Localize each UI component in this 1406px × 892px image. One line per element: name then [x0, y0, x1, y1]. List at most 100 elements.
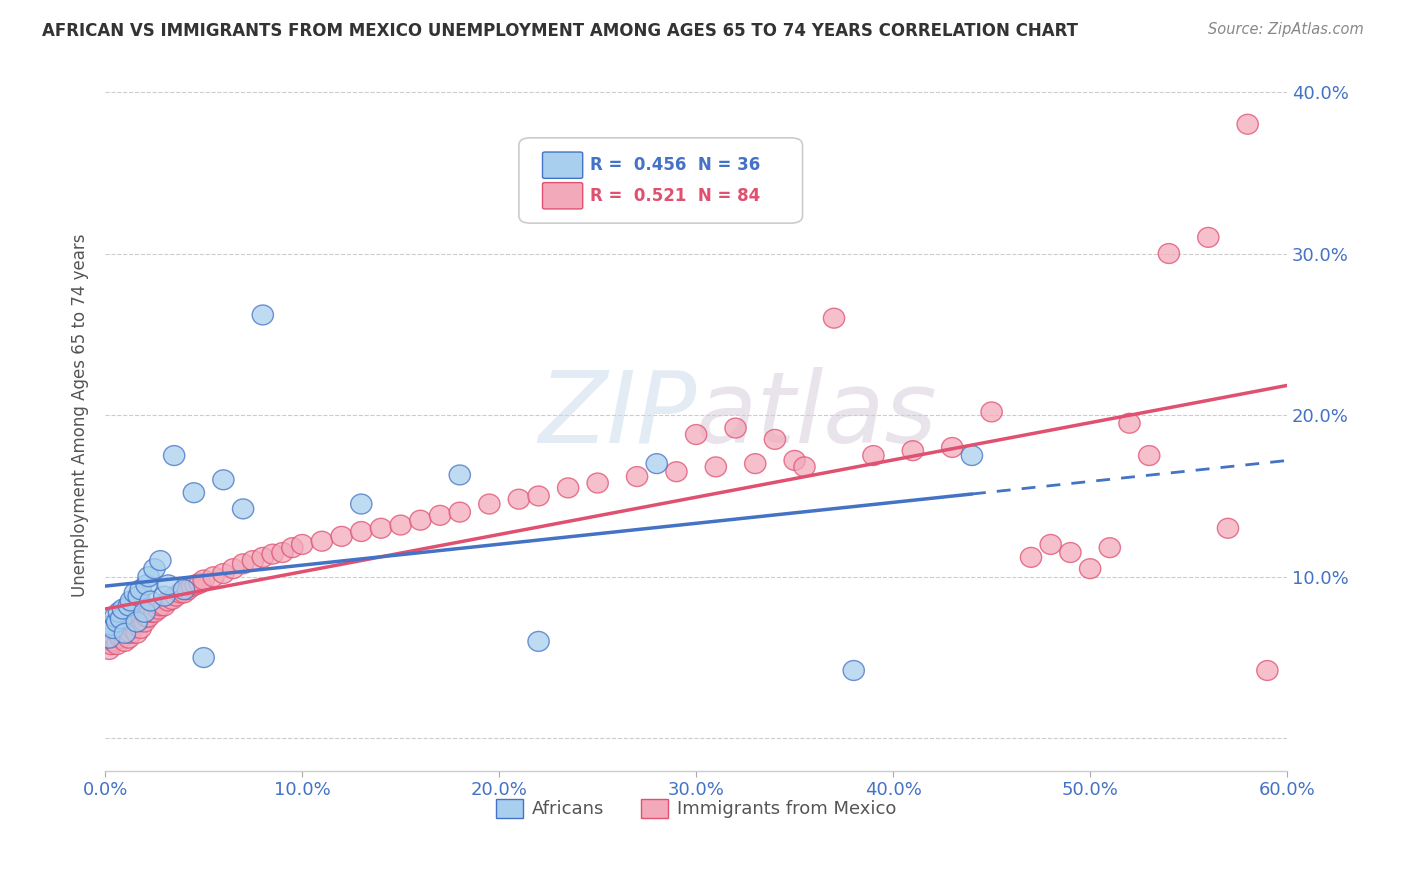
Ellipse shape — [1218, 518, 1239, 538]
Ellipse shape — [232, 554, 253, 574]
Ellipse shape — [1099, 538, 1121, 558]
Ellipse shape — [138, 566, 159, 587]
Ellipse shape — [1119, 413, 1140, 434]
Ellipse shape — [863, 446, 884, 466]
Legend: Africans, Immigrants from Mexico: Africans, Immigrants from Mexico — [489, 792, 904, 826]
Ellipse shape — [1257, 661, 1278, 681]
Ellipse shape — [153, 586, 174, 606]
Ellipse shape — [143, 602, 165, 623]
Ellipse shape — [527, 486, 550, 506]
Ellipse shape — [330, 526, 353, 546]
Ellipse shape — [588, 473, 609, 493]
FancyBboxPatch shape — [543, 152, 582, 178]
Ellipse shape — [725, 418, 747, 438]
Ellipse shape — [177, 580, 198, 599]
Ellipse shape — [157, 574, 179, 595]
Ellipse shape — [212, 564, 233, 583]
Ellipse shape — [350, 494, 373, 514]
Ellipse shape — [647, 454, 668, 474]
Y-axis label: Unemployment Among Ages 65 to 74 years: Unemployment Among Ages 65 to 74 years — [72, 234, 89, 597]
Ellipse shape — [117, 615, 138, 635]
Ellipse shape — [107, 612, 128, 632]
Text: Source: ZipAtlas.com: Source: ZipAtlas.com — [1208, 22, 1364, 37]
Ellipse shape — [170, 583, 191, 603]
Ellipse shape — [1040, 534, 1062, 555]
FancyBboxPatch shape — [519, 138, 803, 223]
Ellipse shape — [136, 607, 157, 627]
Ellipse shape — [508, 489, 530, 509]
Ellipse shape — [162, 590, 183, 609]
Ellipse shape — [844, 661, 865, 681]
Ellipse shape — [1139, 446, 1160, 466]
Ellipse shape — [252, 548, 273, 567]
Ellipse shape — [127, 612, 148, 632]
Ellipse shape — [311, 532, 333, 551]
Text: atlas: atlas — [696, 367, 938, 464]
Ellipse shape — [153, 596, 174, 615]
Ellipse shape — [118, 628, 139, 648]
Ellipse shape — [124, 615, 145, 635]
Ellipse shape — [785, 450, 806, 470]
Ellipse shape — [794, 457, 815, 477]
Ellipse shape — [98, 640, 120, 659]
Ellipse shape — [291, 534, 312, 555]
Ellipse shape — [281, 538, 302, 558]
Ellipse shape — [149, 550, 172, 571]
Ellipse shape — [262, 544, 283, 564]
Ellipse shape — [942, 437, 963, 458]
Ellipse shape — [100, 615, 122, 635]
Ellipse shape — [193, 570, 214, 590]
Ellipse shape — [107, 635, 128, 655]
Ellipse shape — [139, 602, 162, 623]
Ellipse shape — [202, 566, 224, 587]
Ellipse shape — [1021, 548, 1042, 567]
Ellipse shape — [1060, 542, 1081, 563]
Ellipse shape — [173, 580, 194, 599]
Ellipse shape — [120, 591, 142, 611]
Ellipse shape — [1198, 227, 1219, 247]
Ellipse shape — [122, 618, 143, 639]
Ellipse shape — [1237, 114, 1258, 134]
Ellipse shape — [148, 599, 169, 619]
Ellipse shape — [981, 402, 1002, 422]
Ellipse shape — [128, 612, 149, 632]
Ellipse shape — [962, 446, 983, 466]
Ellipse shape — [114, 624, 135, 643]
Ellipse shape — [108, 602, 129, 623]
Ellipse shape — [409, 510, 432, 530]
Ellipse shape — [186, 574, 207, 595]
Ellipse shape — [449, 502, 471, 522]
Ellipse shape — [103, 632, 124, 651]
Ellipse shape — [108, 624, 129, 643]
Ellipse shape — [104, 607, 125, 627]
Ellipse shape — [190, 574, 211, 593]
Ellipse shape — [114, 632, 135, 651]
Ellipse shape — [112, 618, 134, 639]
Ellipse shape — [134, 602, 155, 623]
Ellipse shape — [124, 583, 145, 603]
Ellipse shape — [765, 429, 786, 450]
Ellipse shape — [138, 607, 159, 627]
Ellipse shape — [1080, 558, 1101, 579]
Ellipse shape — [136, 574, 157, 595]
Ellipse shape — [429, 506, 451, 525]
Ellipse shape — [193, 648, 214, 667]
Ellipse shape — [252, 305, 273, 325]
Ellipse shape — [128, 586, 149, 606]
Ellipse shape — [527, 632, 550, 651]
Ellipse shape — [706, 457, 727, 477]
Ellipse shape — [100, 635, 122, 655]
Ellipse shape — [903, 441, 924, 460]
Ellipse shape — [745, 454, 766, 474]
Text: ZIP: ZIP — [538, 367, 696, 464]
Ellipse shape — [557, 478, 579, 498]
Ellipse shape — [157, 591, 179, 611]
Ellipse shape — [149, 596, 172, 615]
Ellipse shape — [120, 624, 142, 643]
Ellipse shape — [127, 624, 148, 643]
Ellipse shape — [1159, 244, 1180, 263]
Ellipse shape — [350, 522, 373, 541]
Text: AFRICAN VS IMMIGRANTS FROM MEXICO UNEMPLOYMENT AMONG AGES 65 TO 74 YEARS CORRELA: AFRICAN VS IMMIGRANTS FROM MEXICO UNEMPL… — [42, 22, 1078, 40]
Ellipse shape — [110, 628, 132, 648]
Text: R =  0.521  N = 84: R = 0.521 N = 84 — [589, 187, 761, 205]
